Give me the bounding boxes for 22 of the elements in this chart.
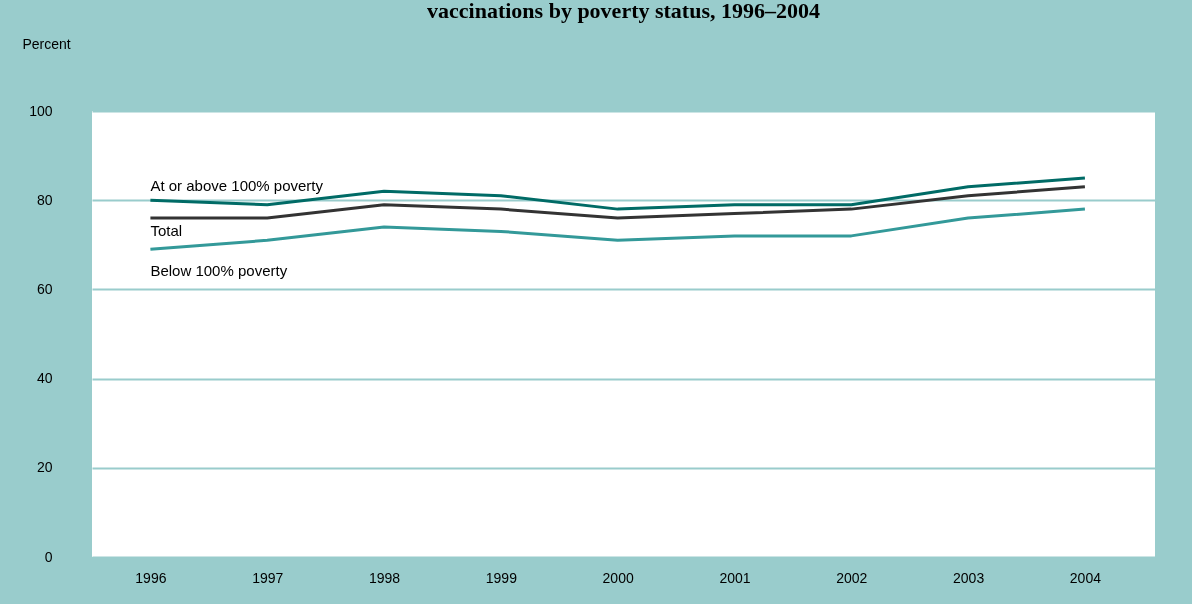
line-series [148, 207, 1087, 251]
series-label: At or above 100% poverty [150, 177, 324, 195]
series-label: Total [150, 222, 183, 240]
chart-title: vaccinations by poverty status, 1996–2004 [427, 0, 820, 23]
x-tick-label: 1998 [368, 569, 401, 586]
x-tick-label: 1996 [135, 569, 167, 586]
x-tick-label: 2001 [719, 569, 751, 586]
y-axis-title: Percent [22, 35, 71, 52]
x-tick-label: 1997 [252, 569, 284, 586]
x-tick-label: 2003 [953, 569, 985, 586]
y-tick-label: 60 [36, 280, 53, 297]
x-tick-label: 2000 [602, 569, 634, 586]
x-tick-label: 2004 [1069, 569, 1102, 586]
line-series [148, 176, 1087, 211]
x-tick-label: 1999 [485, 569, 518, 586]
y-tick-label: 20 [36, 459, 53, 476]
y-tick-label: 0 [44, 548, 53, 565]
y-tick-label: 80 [36, 191, 53, 208]
y-tick-label: 100 [29, 102, 53, 119]
y-tick-label: 40 [36, 370, 53, 387]
series-label: Below 100% poverty [150, 262, 288, 280]
x-tick-label: 2002 [836, 569, 868, 586]
